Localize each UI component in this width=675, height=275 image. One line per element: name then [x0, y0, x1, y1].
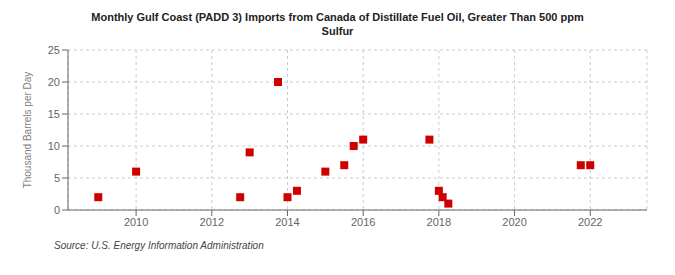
- svg-text:2022: 2022: [578, 216, 602, 228]
- svg-text:2016: 2016: [351, 216, 375, 228]
- svg-text:Thousand Barrels per Day: Thousand Barrels per Day: [22, 72, 33, 189]
- svg-text:2018: 2018: [427, 216, 451, 228]
- html-text:Monthly Gulf Coast (PADD 3) Im: Monthly Gulf Coast (PADD 3) Imports from…: [91, 11, 584, 23]
- svg-text:15: 15: [48, 108, 60, 120]
- svg-text:2010: 2010: [124, 216, 148, 228]
- html-text:Source: U.S. Energy Informatio: Source: U.S. Energy Information Administ…: [54, 240, 264, 251]
- svg-text:20: 20: [48, 76, 60, 88]
- svg-text:10: 10: [48, 140, 60, 152]
- svg-text:25: 25: [48, 44, 60, 56]
- svg-text:0: 0: [54, 204, 60, 216]
- svg-text:5: 5: [54, 172, 60, 184]
- svg-text:2020: 2020: [502, 216, 526, 228]
- svg-text:2012: 2012: [200, 216, 224, 228]
- svg-text:2014: 2014: [275, 216, 299, 228]
- html-text:Sulfur: Sulfur: [321, 25, 354, 37]
